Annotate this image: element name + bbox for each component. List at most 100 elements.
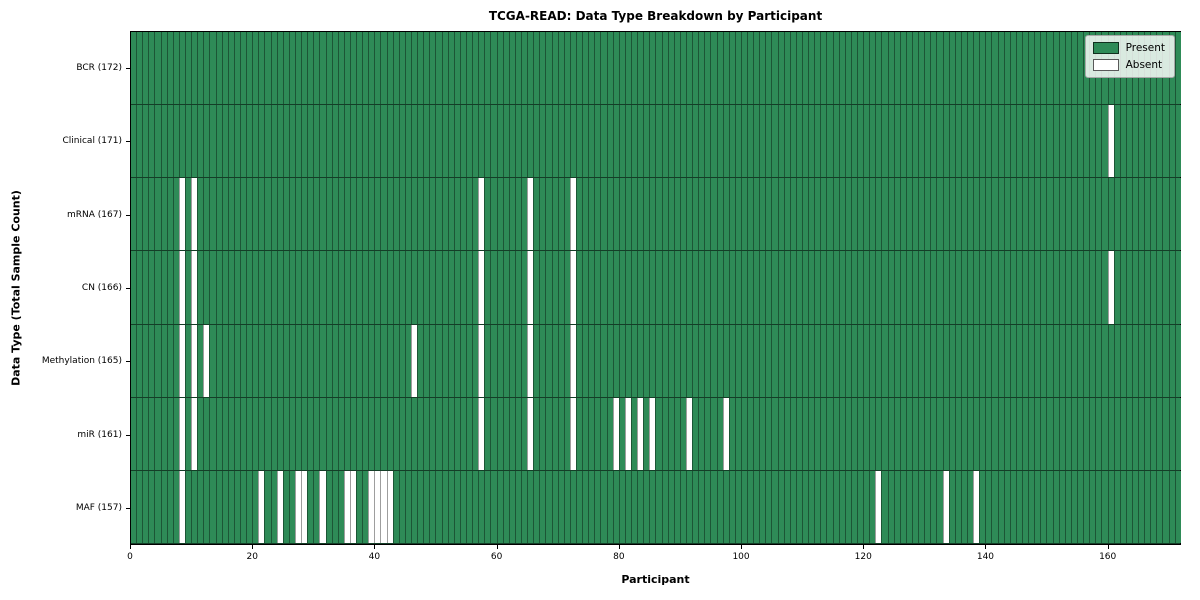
cell-MAF-p81 — [624, 470, 631, 543]
cell-CN-p93 — [698, 251, 705, 324]
cell-miR-p67 — [539, 397, 546, 470]
cell-CN-p144 — [1009, 251, 1016, 324]
cell-mRNA-p171 — [1174, 178, 1181, 251]
cell-MAF-p100 — [740, 470, 748, 543]
cell-miR-p163 — [1125, 397, 1132, 470]
cell-MAF-p89 — [673, 470, 680, 543]
cell-MAF-p98 — [728, 470, 735, 543]
cell-Clinical-p128 — [912, 105, 919, 178]
cell-miR-p26 — [288, 397, 295, 470]
cell-mRNA-p6 — [166, 178, 173, 251]
cell-BCR-p118 — [850, 32, 858, 105]
cell-Clinical-p9 — [184, 105, 192, 178]
cell-BCR-p138 — [973, 32, 980, 105]
x-tick-mark-80 — [618, 545, 620, 549]
cell-BCR-p24 — [276, 32, 283, 105]
cell-BCR-p65 — [527, 32, 534, 105]
cell-mRNA-p156 — [1083, 178, 1090, 251]
cell-Methylation-p17 — [233, 324, 240, 397]
cell-miR-p108 — [789, 397, 796, 470]
cell-miR-p80 — [618, 397, 625, 470]
cell-Methylation-p32 — [325, 324, 332, 397]
cell-CN-p59 — [490, 251, 497, 324]
cell-miR-p69 — [551, 397, 558, 470]
cell-Clinical-p117 — [844, 105, 851, 178]
cell-Methylation-p56 — [472, 324, 479, 397]
cell-BCR-p37 — [356, 32, 363, 105]
cell-BCR-p77 — [600, 32, 607, 105]
cell-MAF-p139 — [979, 470, 986, 543]
cell-Methylation-p8 — [178, 324, 185, 397]
cell-Methylation-p85 — [649, 324, 656, 397]
cell-miR-p52 — [447, 397, 454, 470]
cell-MAF-p26 — [288, 470, 295, 543]
cell-BCR-p97 — [722, 32, 729, 105]
legend-entry-present: Present — [1092, 42, 1165, 54]
cell-Methylation-p29 — [307, 324, 314, 397]
cell-Clinical-p109 — [795, 105, 803, 178]
cell-CN-p7 — [172, 251, 179, 324]
cell-MAF-p87 — [661, 470, 668, 543]
cell-CN-p147 — [1028, 251, 1035, 324]
cell-BCR-p53 — [453, 32, 460, 105]
cell-CN-p58 — [484, 251, 491, 324]
cell-mRNA-p118 — [850, 178, 858, 251]
cell-miR-p19 — [246, 397, 253, 470]
cell-Clinical-p130 — [924, 105, 931, 178]
cell-mRNA-p30 — [313, 178, 320, 251]
cell-MAF-p161 — [1113, 470, 1120, 543]
cell-Methylation-p23 — [270, 324, 277, 397]
cell-Clinical-p99 — [734, 105, 741, 178]
cell-Clinical-p169 — [1162, 105, 1169, 178]
cell-CN-p0 — [131, 251, 137, 324]
cell-Methylation-p131 — [930, 324, 937, 397]
cell-mRNA-p40 — [374, 178, 381, 251]
cell-MAF-p10 — [191, 470, 198, 543]
cell-mRNA-p97 — [722, 178, 729, 251]
x-tick-label-80: 80 — [613, 552, 625, 562]
cell-miR-p38 — [362, 397, 369, 470]
cell-Methylation-p132 — [936, 324, 943, 397]
cell-CN-p122 — [875, 251, 882, 324]
cell-Clinical-p20 — [252, 105, 259, 178]
cell-mRNA-p133 — [942, 178, 949, 251]
cell-CN-p8 — [178, 251, 185, 324]
cell-CN-p47 — [417, 251, 424, 324]
cell-mRNA-p53 — [453, 178, 460, 251]
cell-miR-p65 — [527, 397, 534, 470]
cell-Methylation-p83 — [637, 324, 644, 397]
cell-MAF-p149 — [1040, 470, 1047, 543]
cell-CN-p30 — [313, 251, 320, 324]
cell-Methylation-p155 — [1076, 324, 1084, 397]
cell-Clinical-p92 — [692, 105, 699, 178]
cell-miR-p136 — [960, 397, 967, 470]
cell-MAF-p45 — [404, 470, 412, 543]
cell-Clinical-p90 — [679, 105, 686, 178]
cell-BCR-p43 — [392, 32, 399, 105]
cell-Clinical-p77 — [600, 105, 607, 178]
cell-CN-p70 — [557, 251, 564, 324]
cell-Clinical-p79 — [612, 105, 619, 178]
cell-MAF-p39 — [368, 470, 375, 543]
cell-mRNA-p124 — [887, 178, 894, 251]
cell-miR-p169 — [1162, 397, 1169, 470]
cell-miR-p104 — [765, 397, 772, 470]
cell-miR-p66 — [533, 397, 540, 470]
cell-BCR-p9 — [184, 32, 192, 105]
cell-mRNA-p164 — [1131, 178, 1139, 251]
cell-CN-p157 — [1089, 251, 1096, 324]
cell-Clinical-p13 — [209, 105, 216, 178]
cell-mRNA-p69 — [551, 178, 558, 251]
cell-CN-p69 — [551, 251, 558, 324]
cell-Methylation-p163 — [1125, 324, 1132, 397]
cell-BCR-p21 — [258, 32, 265, 105]
cell-Clinical-p161 — [1113, 105, 1120, 178]
cell-Clinical-p88 — [667, 105, 674, 178]
cell-BCR-p28 — [301, 32, 308, 105]
cell-BCR-p89 — [673, 32, 680, 105]
cell-MAF-p82 — [630, 470, 638, 543]
cell-CN-p10 — [191, 251, 198, 324]
cell-miR-p159 — [1101, 397, 1108, 470]
cell-miR-p110 — [802, 397, 809, 470]
cell-MAF-p119 — [857, 470, 864, 543]
